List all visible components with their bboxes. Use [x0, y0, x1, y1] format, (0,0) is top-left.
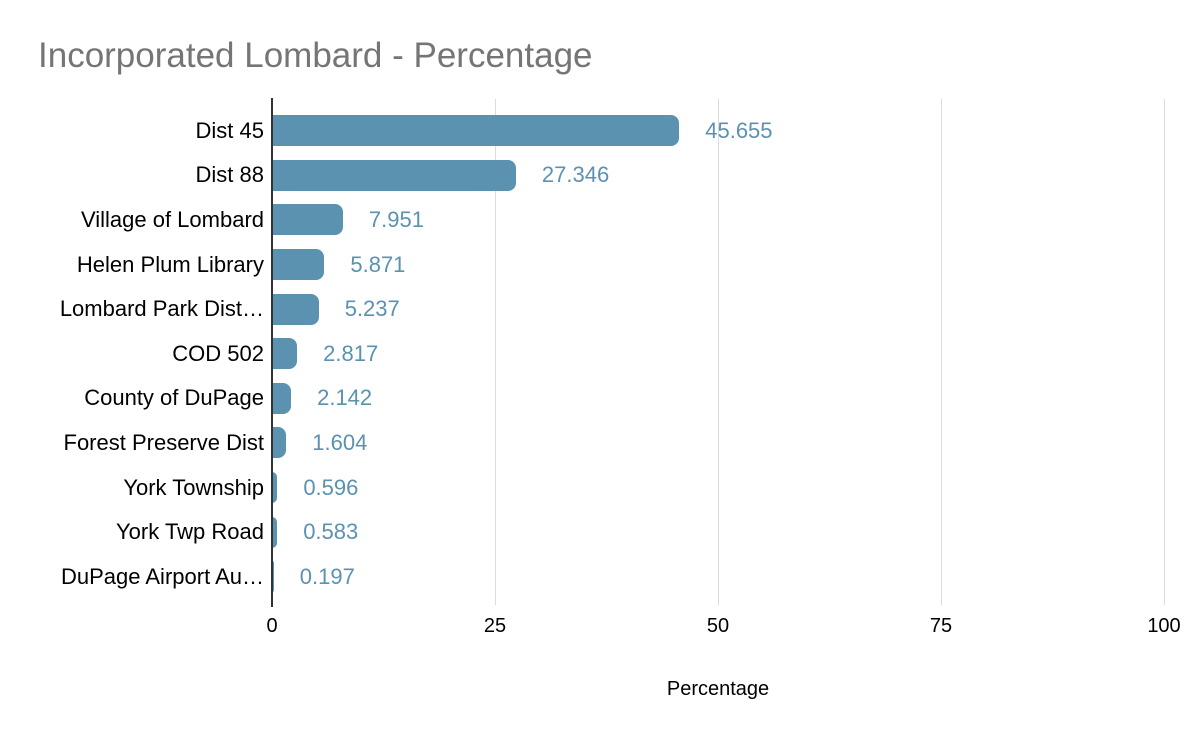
x-tick-label: 100 [1147, 615, 1181, 637]
bar [272, 516, 278, 548]
category-label: Lombard Park Dist… [59, 296, 264, 322]
gridline [718, 99, 719, 605]
bar-row: Dist 88 27.346 [0, 153, 1200, 198]
bar [272, 472, 278, 504]
bar [272, 338, 298, 370]
bar-row: County of DuPage 2.142 [0, 376, 1200, 421]
y-axis-baseline [271, 98, 273, 607]
chart-title: Incorporated Lombard - Percentage [38, 36, 593, 75]
value-label: 1.604 [312, 429, 368, 455]
value-label: 5.871 [350, 251, 406, 277]
category-label: Forest Preserve Dist [63, 429, 265, 455]
x-tick-label: 25 [483, 615, 507, 637]
bar-row: Forest Preserve Dist 1.604 [0, 421, 1200, 466]
bar [272, 115, 680, 147]
gridline [941, 99, 942, 605]
category-label: York Twp Road [116, 519, 264, 545]
value-label: 2.142 [317, 385, 373, 411]
category-label: DuPage Airport Au… [60, 563, 264, 589]
gridline [495, 99, 496, 605]
category-label: Helen Plum Library [76, 251, 264, 277]
x-tick-label: 0 [266, 615, 278, 637]
bar-row: York Township 0.596 [0, 465, 1200, 510]
category-label: Village of Lombard [80, 206, 264, 232]
bar-row: COD 502 2.817 [0, 332, 1200, 377]
value-label: 2.817 [323, 340, 379, 366]
bar-row: DuPage Airport Au… 0.197 [0, 555, 1200, 600]
bar [272, 427, 287, 459]
value-label: 5.237 [344, 296, 400, 322]
x-tick-label: 50 [706, 615, 730, 637]
bar [272, 382, 292, 414]
category-label: County of DuPage [84, 385, 264, 411]
x-tick-label: 75 [929, 615, 953, 637]
category-label: COD 502 [172, 340, 264, 366]
gridline [1164, 99, 1165, 605]
bar-row: Dist 45 45.655 [0, 109, 1200, 154]
value-label: 45.655 [705, 117, 773, 143]
bar [272, 293, 319, 325]
bar [272, 204, 343, 236]
bar-row: York Twp Road 0.583 [0, 510, 1200, 555]
category-label: York Township [123, 474, 264, 500]
bar [272, 249, 325, 281]
value-label: 7.951 [368, 206, 424, 232]
bar-row: Lombard Park Dist… 5.237 [0, 287, 1200, 332]
bar [272, 159, 516, 191]
x-axis-title: Percentage [666, 678, 770, 700]
bar-row: Helen Plum Library 5.871 [0, 242, 1200, 287]
value-label: 27.346 [541, 162, 610, 188]
value-label: 0.596 [303, 474, 359, 500]
value-label: 0.583 [303, 519, 359, 545]
category-label: Dist 88 [195, 162, 264, 188]
bar-row: Village of Lombard 7.951 [0, 198, 1200, 243]
value-label: 0.197 [299, 563, 355, 589]
category-label: Dist 45 [195, 117, 264, 143]
